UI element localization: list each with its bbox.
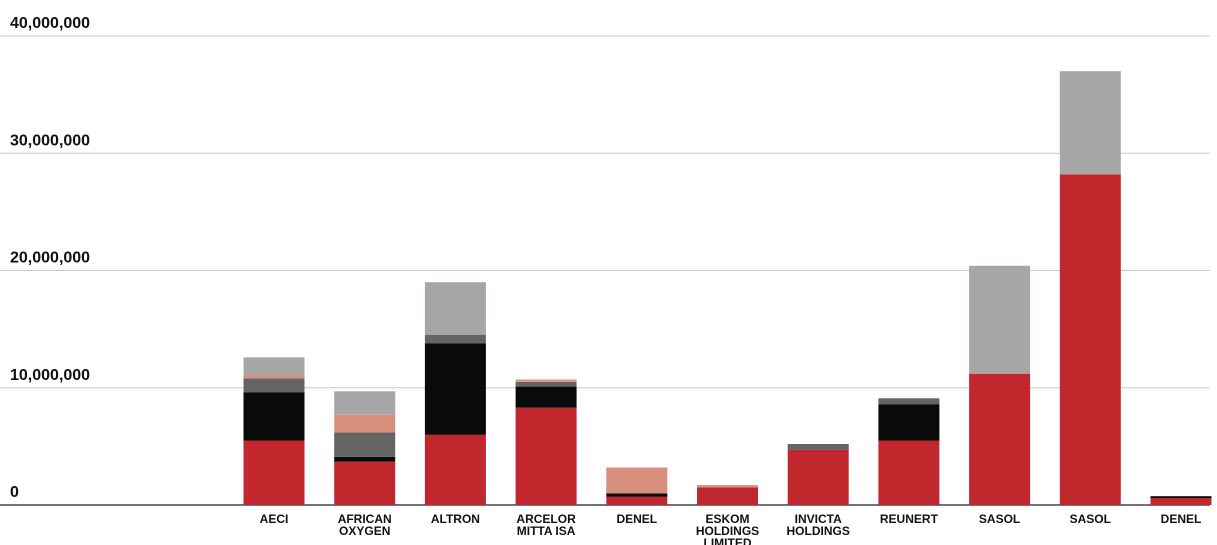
bar-segment bbox=[697, 487, 758, 505]
x-tick-label-line: INVICTA bbox=[795, 512, 842, 526]
bar-segment bbox=[1150, 498, 1212, 505]
x-tick-label-line: ALTRON bbox=[431, 512, 480, 526]
x-tick-label-line: DENEL bbox=[1161, 512, 1202, 526]
bar-segment bbox=[787, 444, 849, 450]
bar-segment bbox=[243, 440, 305, 505]
bar-segment bbox=[424, 343, 486, 435]
bar-segment bbox=[515, 407, 577, 505]
x-tick-label-line: LIMITED bbox=[704, 536, 752, 545]
bar-segment bbox=[969, 373, 1031, 505]
bar-segment bbox=[878, 404, 940, 441]
bar-segment bbox=[334, 391, 396, 415]
bar-segment bbox=[334, 456, 396, 462]
y-tick-label: 40,000,000 bbox=[10, 15, 90, 32]
x-tick-label-line: HOLDINGS bbox=[787, 524, 850, 538]
bar-segment bbox=[424, 335, 486, 344]
x-tick-label: ALTRON bbox=[431, 512, 480, 526]
bar-segment bbox=[424, 282, 486, 335]
bar-segment bbox=[515, 379, 577, 382]
bar-segment bbox=[606, 467, 668, 494]
x-tick-label: SASOL bbox=[979, 512, 1020, 526]
x-tick-label-line: SASOL bbox=[979, 512, 1020, 526]
x-tick-label-line: OXYGEN bbox=[339, 524, 390, 538]
x-tick-label: ESKOM HOLDINGS LIMITED bbox=[696, 512, 759, 545]
bar-segment bbox=[243, 374, 305, 379]
x-tick-label: DENEL bbox=[1161, 512, 1202, 526]
x-tick-label: AFRICAN OXYGEN bbox=[338, 512, 392, 538]
x-tick-label-line: AECI bbox=[260, 512, 289, 526]
x-tick-label-line: DENEL bbox=[616, 512, 657, 526]
bar-segment bbox=[515, 386, 577, 408]
x-tick-label-line: SASOL bbox=[1070, 512, 1111, 526]
y-tick-label: 10,000,000 bbox=[10, 367, 90, 384]
x-tick-label: REUNERT bbox=[880, 512, 939, 526]
bar-segment bbox=[243, 357, 305, 375]
y-tick-label: 30,000,000 bbox=[10, 132, 90, 149]
bar-segment bbox=[969, 265, 1031, 374]
x-tick-label-line: MITTA ISA bbox=[517, 524, 576, 538]
bar-segment bbox=[878, 440, 940, 505]
y-tick-label: 20,000,000 bbox=[10, 250, 90, 267]
y-tick-label: 0 bbox=[10, 484, 19, 501]
x-tick-label: INVICTA HOLDINGS bbox=[787, 512, 850, 538]
x-tick-label: AECI bbox=[260, 512, 289, 526]
bar-segment bbox=[334, 432, 396, 457]
bar-segment bbox=[334, 461, 396, 505]
x-tick-label-line: AFRICAN bbox=[338, 512, 392, 526]
bar-segment bbox=[243, 392, 305, 441]
bar-segment bbox=[1059, 71, 1121, 175]
x-tick-label-line: ESKOM bbox=[705, 512, 749, 526]
bar-segment bbox=[787, 449, 849, 505]
x-tick-label: SASOL bbox=[1070, 512, 1111, 526]
bar-segment bbox=[697, 485, 758, 488]
bar-segment bbox=[515, 381, 577, 387]
x-tick-label-line: REUNERT bbox=[880, 512, 939, 526]
bar-segment bbox=[878, 398, 940, 405]
x-tick-label: ARCELOR MITTA ISA bbox=[516, 512, 576, 538]
x-tick-label-line: ARCELOR bbox=[516, 512, 576, 526]
bar-segment bbox=[606, 493, 668, 497]
bar-segment bbox=[1150, 496, 1212, 498]
bar-segment bbox=[1059, 174, 1121, 505]
bar-segment bbox=[424, 434, 486, 505]
bar-segment bbox=[334, 414, 396, 433]
x-tick-label-line: HOLDINGS bbox=[696, 524, 759, 538]
x-tick-label: DENEL bbox=[616, 512, 657, 526]
bar-segment bbox=[606, 496, 668, 505]
bar-segment bbox=[243, 378, 305, 393]
